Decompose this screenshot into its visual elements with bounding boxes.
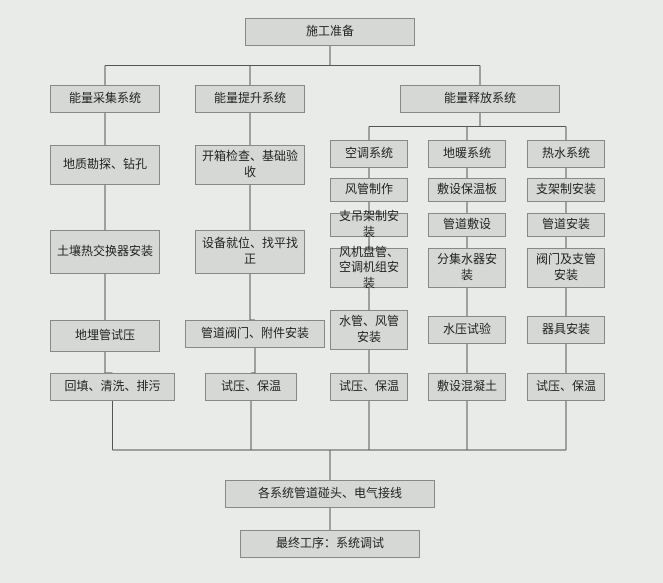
- node-d5: 敷设混凝土: [428, 373, 506, 401]
- node-a3: 地埋管试压: [50, 320, 160, 352]
- node-e3: 阀门及支管安装: [527, 248, 605, 288]
- node-d2: 管道敷设: [428, 213, 506, 237]
- node-a4: 回填、清洗、排污: [50, 373, 175, 401]
- node-s1: 能量采集系统: [50, 85, 160, 113]
- node-e1: 支架制安装: [527, 178, 605, 202]
- node-root: 施工准备: [245, 18, 415, 46]
- node-d1: 敷设保温板: [428, 178, 506, 202]
- node-s3: 能量释放系统: [400, 85, 560, 113]
- node-d0: 地暖系统: [428, 140, 506, 168]
- node-b1: 开箱检查、基础验收: [195, 145, 305, 185]
- node-b3: 管道阀门、附件安装: [185, 320, 325, 348]
- node-c3: 风机盘管、空调机组安装: [330, 248, 408, 288]
- node-c4: 水管、风管安装: [330, 310, 408, 350]
- node-d3: 分集水器安装: [428, 248, 506, 288]
- node-e4: 器具安装: [527, 316, 605, 344]
- node-e2: 管道安装: [527, 213, 605, 237]
- node-a1: 地质勘探、钻孔: [50, 145, 160, 185]
- node-b2: 设备就位、找平找正: [195, 230, 305, 274]
- node-c5: 试压、保温: [330, 373, 408, 401]
- node-a2: 土壤热交换器安装: [50, 230, 160, 274]
- node-e5: 试压、保温: [527, 373, 605, 401]
- node-c0: 空调系统: [330, 140, 408, 168]
- node-e0: 热水系统: [527, 140, 605, 168]
- node-s2: 能量提升系统: [195, 85, 305, 113]
- node-b4: 试压、保温: [205, 373, 297, 401]
- node-d4: 水压试验: [428, 316, 506, 344]
- node-c2: 支吊架制安装: [330, 213, 408, 237]
- node-final: 最终工序：系统调试: [240, 530, 420, 558]
- node-c1: 风管制作: [330, 178, 408, 202]
- node-merge: 各系统管道碰头、电气接线: [225, 480, 435, 508]
